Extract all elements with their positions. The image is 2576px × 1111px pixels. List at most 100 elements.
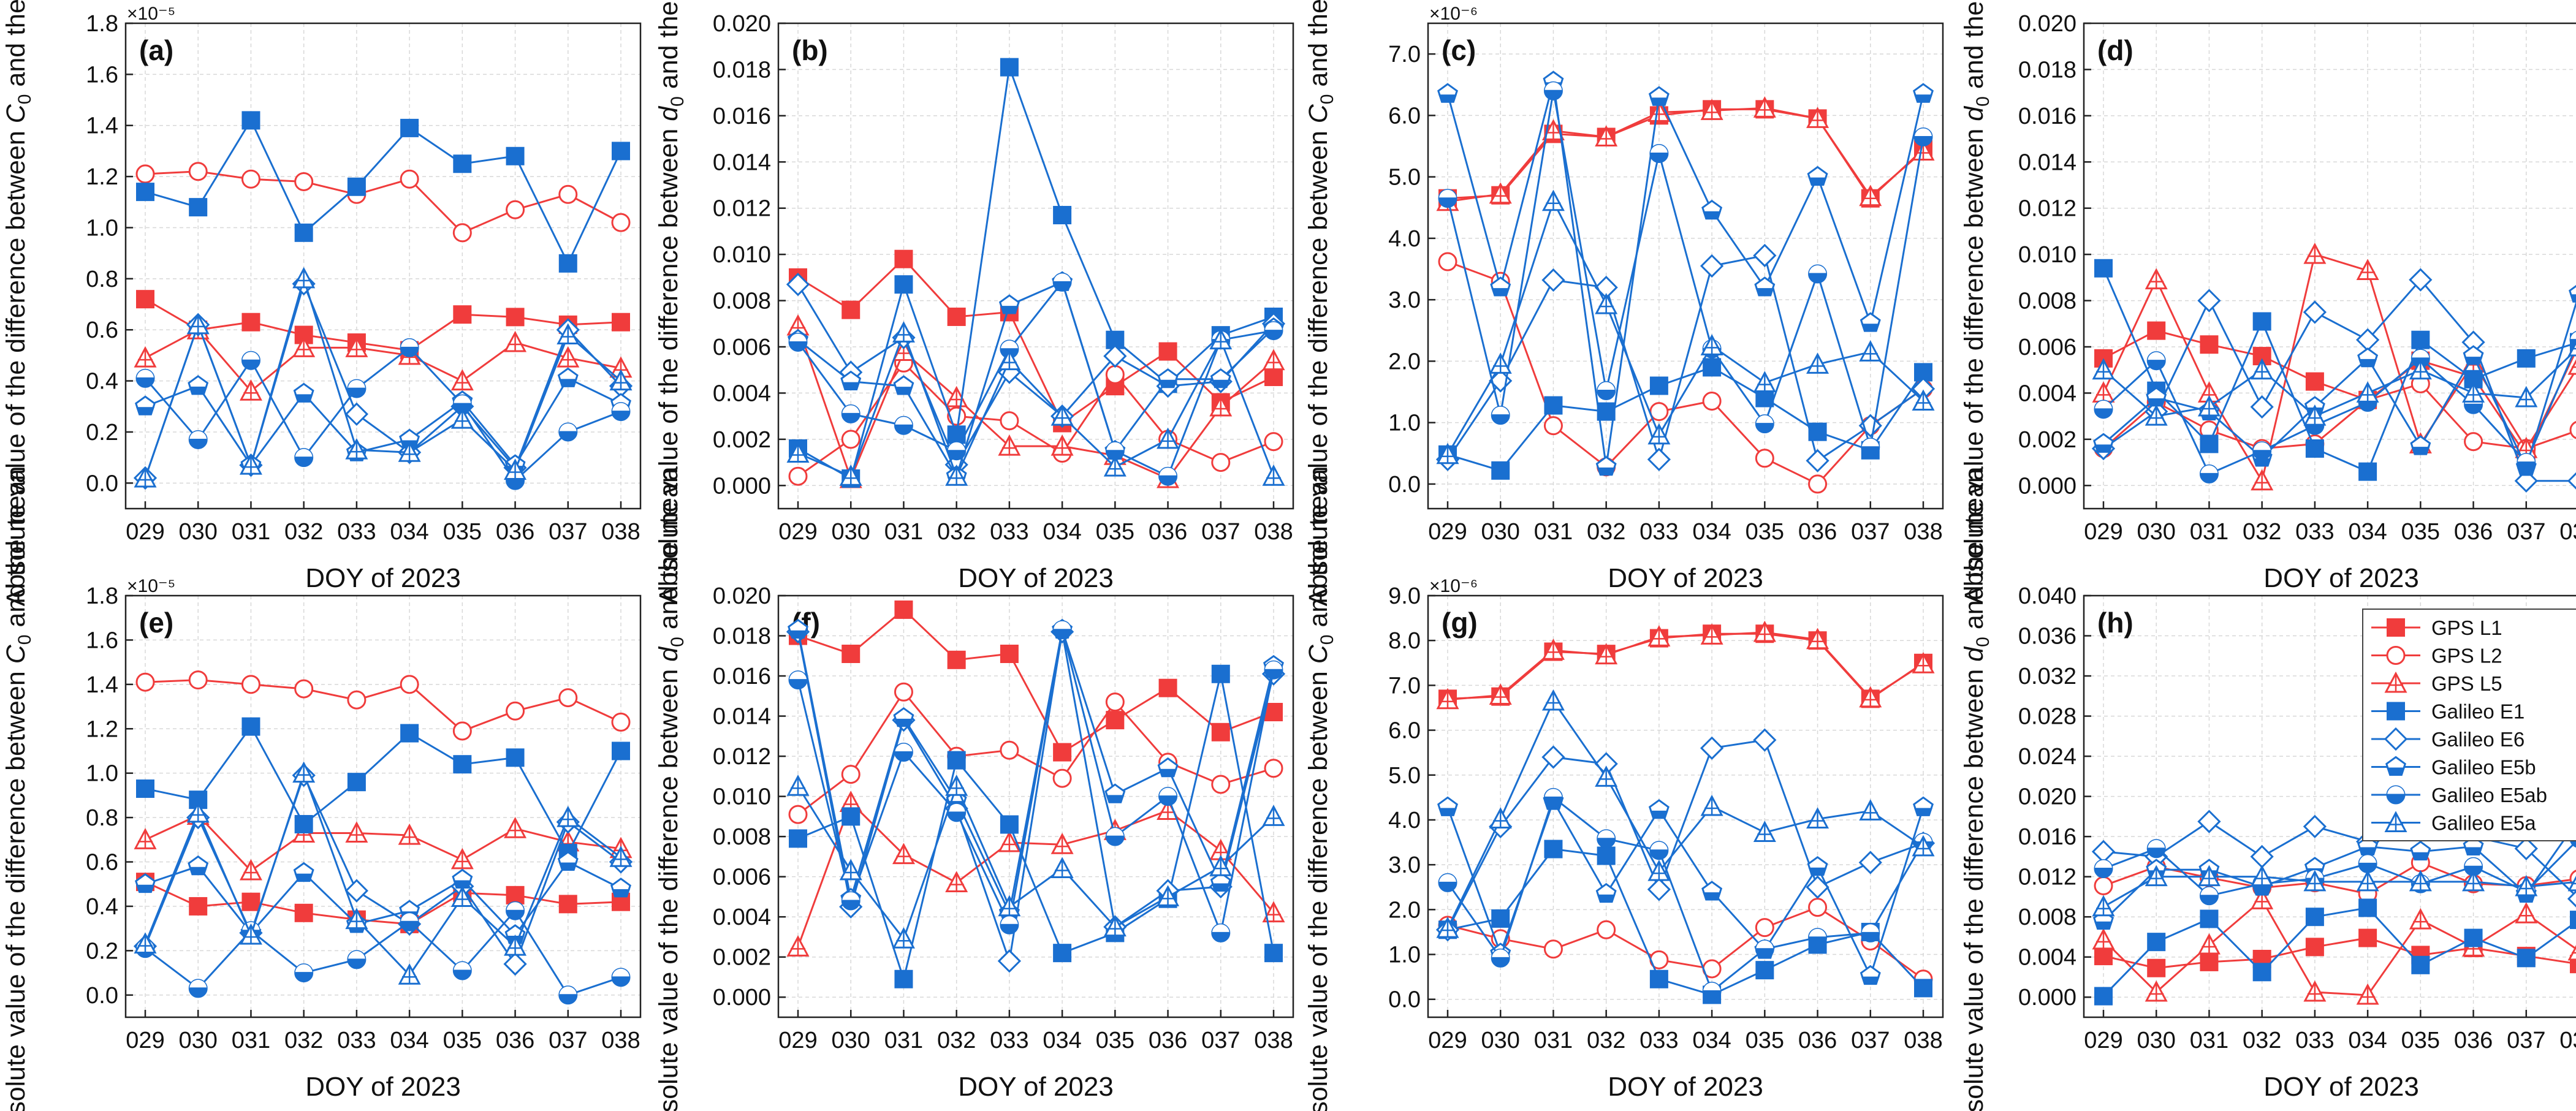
series-galileo-e5a (1436, 689, 1935, 938)
series-galileo-e5a (134, 761, 633, 985)
x-tick-label: 032 (1587, 519, 1625, 545)
data-point (1755, 939, 1774, 959)
panel-label: (h) (2097, 607, 2133, 639)
data-point (2145, 865, 2168, 887)
data-point (2197, 865, 2221, 887)
data-point-top (242, 352, 260, 361)
data-point (1647, 100, 1671, 122)
data-point-fill (1491, 288, 1510, 297)
data-point (842, 645, 861, 664)
y-tick-label: 0.000 (713, 473, 771, 499)
data-point (1436, 688, 1459, 710)
series-galileo-e5b (788, 271, 1284, 485)
x-tick-label: 033 (2295, 519, 2334, 545)
y-tick-label: 0.010 (2018, 242, 2076, 268)
data-point (947, 751, 966, 770)
data-point (1701, 881, 1723, 901)
data-point-top (1054, 273, 1071, 282)
series-line (797, 257, 1274, 425)
legend-label: GPS L1 (2431, 616, 2502, 639)
data-point (1543, 939, 1563, 959)
plot-frame (1427, 22, 1944, 510)
data-point (841, 765, 861, 784)
x-tick-label: 031 (232, 519, 270, 545)
data-point (998, 294, 1020, 314)
data-point (2410, 435, 2431, 455)
data-point (239, 923, 262, 945)
series-galileo-e5a (2092, 341, 2576, 426)
data-point (894, 682, 913, 702)
series-line (1447, 260, 1924, 485)
series-line (145, 724, 622, 855)
legend-entry: Galileo E1 (2371, 700, 2525, 723)
legend-marker (2387, 618, 2405, 637)
data-point (294, 963, 314, 983)
legend-marker-top (2387, 786, 2404, 795)
x-tick-label: 038 (601, 1028, 640, 1053)
data-point-top (2253, 442, 2271, 451)
x-tick-label: 032 (2243, 1028, 2281, 1053)
y-axis-title-variable: C (1304, 644, 1333, 664)
y-tick-label: 0.006 (713, 865, 771, 890)
data-point (1703, 358, 1722, 377)
y-tick-label: 0.2 (86, 938, 118, 964)
data-point-top (401, 913, 419, 922)
series-line (1446, 199, 1924, 455)
data-point (1753, 620, 1776, 642)
data-point-top (1054, 621, 1071, 630)
y-axis-title-subscript: 0 (1317, 94, 1337, 105)
data-point (1105, 827, 1125, 846)
y-tick-label: 0.010 (713, 242, 771, 268)
data-point-fill (1597, 894, 1616, 903)
series-gps-l2 (135, 670, 631, 741)
data-point (347, 773, 366, 792)
data-point (2358, 898, 2377, 917)
series-line (1446, 798, 1924, 979)
x-tick-label: 038 (2559, 1028, 2576, 1053)
series-line (797, 280, 1274, 478)
data-point (503, 952, 527, 976)
data-point-fill (558, 862, 577, 871)
data-point (1647, 625, 1671, 647)
y-axis-title-suffix: and the mean (1, 0, 31, 94)
data-point (1700, 254, 1724, 278)
data-point-top (1159, 787, 1177, 797)
data-point-fill (1914, 94, 1932, 103)
series-line (797, 690, 1274, 816)
legend-entry: Galileo E6 (2371, 727, 2525, 751)
data-point (841, 891, 861, 911)
data-point (1700, 334, 1723, 355)
data-point-top (948, 442, 965, 451)
series-line (144, 346, 621, 482)
series-line (144, 275, 621, 479)
axis-multiplier: ×10⁻⁵ (127, 4, 175, 24)
data-point (1595, 125, 1618, 146)
data-point (241, 111, 260, 130)
data-point-top (842, 405, 860, 414)
data-point (1262, 464, 1285, 486)
x-tick-label: 036 (1798, 519, 1837, 545)
data-point (2200, 434, 2219, 453)
data-point (398, 823, 421, 845)
x-tick-label: 031 (2190, 1028, 2228, 1053)
y-tick-label: 0.000 (2018, 473, 2076, 499)
data-point (947, 307, 966, 326)
data-point-fill (842, 382, 861, 390)
data-point-fill (189, 386, 208, 395)
x-tick-label: 030 (179, 1028, 218, 1053)
data-point (892, 927, 915, 949)
series-galileo-e5b (1437, 70, 1934, 476)
x-tick-label: 031 (2190, 519, 2228, 545)
y-tick-label: 0.014 (713, 704, 771, 730)
y-axis-title-suffix: and the mean (1959, 468, 1989, 637)
data-point (2094, 876, 2113, 895)
data-point (2303, 300, 2327, 324)
data-point (241, 351, 260, 370)
data-point (2251, 469, 2274, 491)
data-point (189, 198, 208, 217)
data-point-top (559, 423, 577, 432)
data-point (1489, 182, 1512, 204)
data-point (1647, 859, 1671, 881)
data-point (400, 338, 419, 357)
x-tick-label: 032 (937, 1028, 976, 1053)
